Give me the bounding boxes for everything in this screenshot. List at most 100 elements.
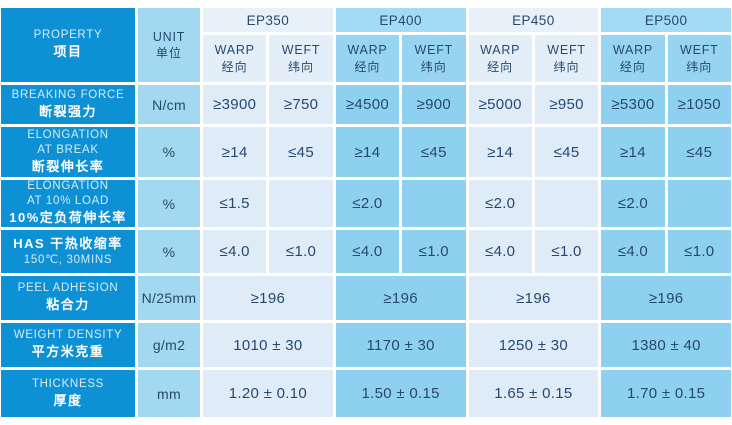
value-cell: ≤4.0 <box>468 230 532 273</box>
value-cell-merged: 1250 ± 30 <box>468 323 599 367</box>
group-header-ep400: EP400 <box>335 8 466 32</box>
weft-label-zh: 纬向 <box>288 59 315 74</box>
group-label: EP450 <box>512 12 555 28</box>
unit-cell-has: % <box>138 230 200 273</box>
subheader-ep500-warp: WARP 经向 <box>601 35 665 82</box>
group-label: EP400 <box>379 12 422 28</box>
property-header-en: PROPERTY <box>33 29 103 42</box>
value-cell: ≥5000 <box>468 85 532 124</box>
property-header-cell: PROPERTY 项目 <box>1 8 135 82</box>
value-cell-empty <box>534 180 599 227</box>
weft-label-zh: 纬向 <box>420 59 447 74</box>
unit-header-cell: UNIT 单位 <box>138 8 200 82</box>
row-label-thickness: THICKNESS 厚度 <box>1 370 135 417</box>
value-cell: ≤45 <box>534 127 599 177</box>
value-cell-merged: 1010 ± 30 <box>203 323 333 367</box>
value-cell: ≥950 <box>534 85 599 124</box>
row-label-peel-adhesion: PEEL ADHESION 粘合力 <box>1 276 135 320</box>
value-cell: ≤1.5 <box>203 180 267 227</box>
unit-header-zh: 单位 <box>155 46 182 61</box>
group-label: EP500 <box>644 12 688 28</box>
property-header-zh: 项目 <box>53 44 83 60</box>
unit-header-en: UNIT <box>152 29 186 44</box>
value-cell: ≥750 <box>269 85 333 124</box>
value-cell-merged: ≥196 <box>203 276 333 320</box>
group-label: EP350 <box>246 12 290 28</box>
value-cell: ≥3900 <box>203 85 267 124</box>
value-cell-merged: ≥196 <box>601 276 731 320</box>
value-cell-empty <box>269 180 333 227</box>
warp-label-en: WARP <box>347 43 388 58</box>
value-cell-merged: ≥196 <box>335 276 466 320</box>
row-label-zh: 10%定负荷伸长率 <box>9 210 127 226</box>
subheader-ep350-warp: WARP 经向 <box>203 35 267 82</box>
value-cell: ≥4500 <box>335 85 400 124</box>
warp-label-zh: 经向 <box>619 59 646 74</box>
weft-label-zh: 纬向 <box>686 59 713 74</box>
value-cell: ≤2.0 <box>468 180 532 227</box>
value-cell: ≤1.0 <box>402 230 466 273</box>
row-label-en: PEEL ADHESION <box>17 282 119 295</box>
row-label-zh: 厚度 <box>53 392 83 408</box>
value-cell-merged: 1380 ± 40 <box>601 323 731 367</box>
unit-cell-elongation-at-break: % <box>138 127 200 177</box>
value-cell: ≤45 <box>269 127 333 177</box>
row-label-elongation-at-10-load: ELONGATION AT 10% LOAD 10%定负荷伸长率 <box>1 180 135 227</box>
row-label-breaking-force: BREAKING FORCE 断裂强力 <box>1 85 135 124</box>
row-label-en: BREAKING FORCE <box>11 88 125 101</box>
value-cell: ≥14 <box>468 127 532 177</box>
value-cell-merged: ≥196 <box>468 276 599 320</box>
row-label-en: ELONGATION AT BREAK <box>27 128 109 156</box>
warp-label-zh: 经向 <box>221 59 248 74</box>
unit-cell-thickness: mm <box>138 370 200 417</box>
value-cell: ≥14 <box>601 127 665 177</box>
value-cell: ≤45 <box>667 127 731 177</box>
value-cell: ≤1.0 <box>269 230 333 273</box>
row-label-weight-density: WEIGHT DENSITY 平方米克重 <box>1 323 135 367</box>
row-label-en: 150℃, 30MINS <box>23 254 113 267</box>
subheader-ep350-weft: WEFT 纬向 <box>269 35 333 82</box>
unit-cell-weight-density: g/m2 <box>138 323 200 367</box>
value-cell: ≤2.0 <box>601 180 665 227</box>
row-label-zh: 平方米克重 <box>31 344 105 360</box>
weft-label-en: WEFT <box>680 43 719 58</box>
subheader-ep450-warp: WARP 经向 <box>468 35 532 82</box>
weft-label-zh: 纬向 <box>553 59 580 74</box>
spec-table: PROPERTY 项目 UNIT 单位 EP350 EP400 EP450 EP… <box>1 8 731 417</box>
subheader-ep400-warp: WARP 经向 <box>335 35 400 82</box>
value-cell-empty <box>667 180 731 227</box>
value-cell-empty <box>402 180 466 227</box>
value-cell-merged: 1.70 ± 0.15 <box>601 370 731 417</box>
weft-label-en: WEFT <box>547 43 586 58</box>
value-cell: ≥14 <box>203 127 267 177</box>
row-label-en: WEIGHT DENSITY <box>13 329 123 342</box>
row-label-zh: 断裂伸长率 <box>31 158 105 174</box>
value-cell: ≥900 <box>402 85 466 124</box>
value-cell-merged: 1170 ± 30 <box>335 323 466 367</box>
value-cell: ≤4.0 <box>203 230 267 273</box>
warp-label-zh: 经向 <box>354 59 381 74</box>
value-cell: ≥1050 <box>667 85 731 124</box>
group-header-ep350: EP350 <box>203 8 333 32</box>
value-cell: ≤45 <box>402 127 466 177</box>
value-cell-merged: 1.20 ± 0.10 <box>203 370 333 417</box>
row-label-en: ELONGATION AT 10% LOAD <box>26 180 110 208</box>
unit-cell-elongation-at-10-load: % <box>138 180 200 227</box>
value-cell: ≥14 <box>335 127 400 177</box>
value-cell-merged: 1.50 ± 0.15 <box>335 370 466 417</box>
unit-cell-breaking-force: N/cm <box>138 85 200 124</box>
row-label-zh: 粘合力 <box>46 297 90 313</box>
row-label-elongation-at-break: ELONGATION AT BREAK 断裂伸长率 <box>1 127 135 177</box>
value-cell: ≤4.0 <box>601 230 665 273</box>
value-cell-merged: 1.65 ± 0.15 <box>468 370 599 417</box>
warp-label-en: WARP <box>214 43 255 58</box>
subheader-ep450-weft: WEFT 纬向 <box>534 35 599 82</box>
row-label-zh: HAS 干热收缩率 <box>13 235 123 251</box>
row-label-has-heat-shrinkage: HAS 干热收缩率 150℃, 30MINS <box>1 230 135 273</box>
subheader-ep400-weft: WEFT 纬向 <box>402 35 466 82</box>
warp-label-zh: 经向 <box>487 59 514 74</box>
row-label-en: THICKNESS <box>31 377 105 390</box>
value-cell: ≤4.0 <box>335 230 400 273</box>
row-label-zh: 断裂强力 <box>38 103 97 119</box>
